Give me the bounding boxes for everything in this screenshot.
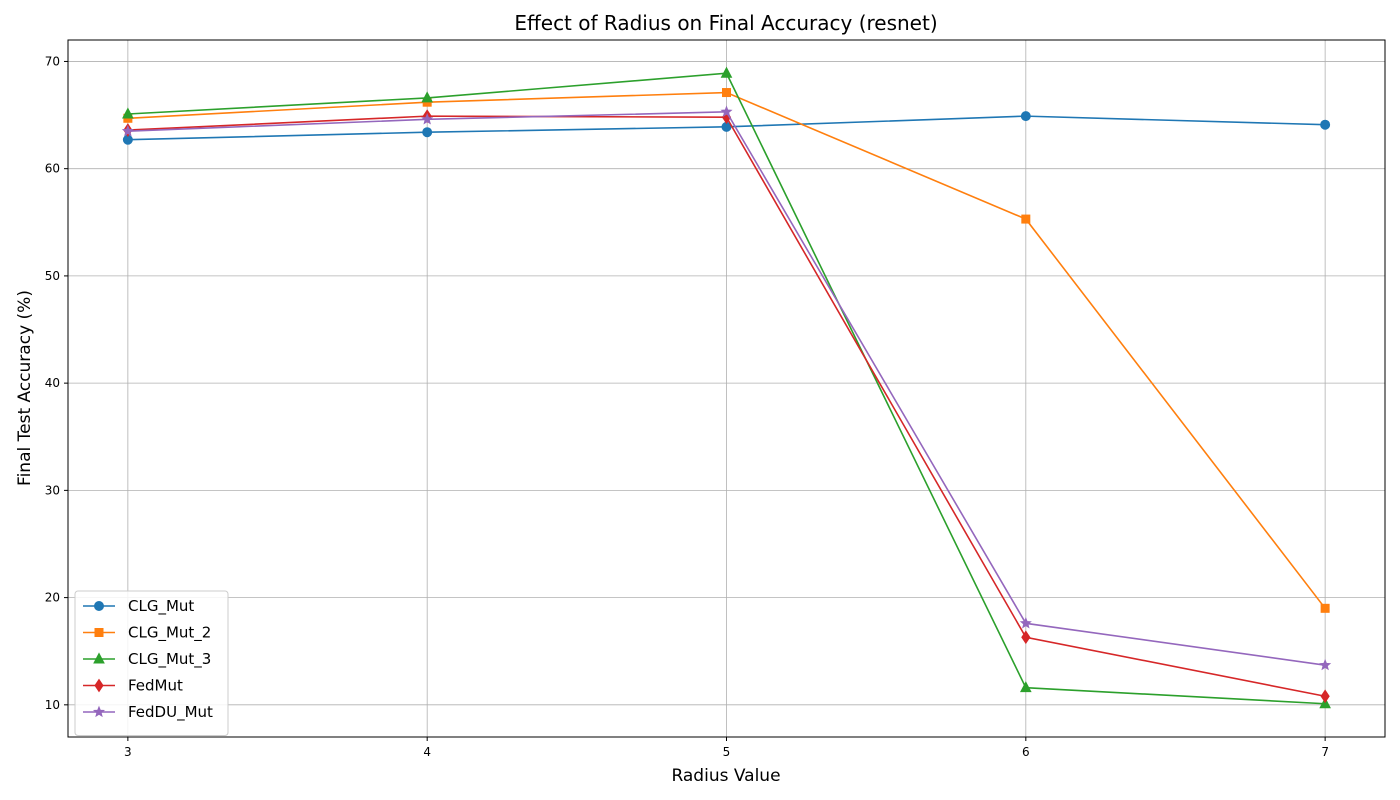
data-point xyxy=(1019,616,1032,629)
y-tick-label: 10 xyxy=(45,698,60,712)
legend-marker xyxy=(94,601,104,611)
legend-label: CLG_Mut_3 xyxy=(128,650,211,669)
legend-marker xyxy=(94,678,104,693)
y-tick-label: 70 xyxy=(45,54,60,68)
chart-title: Effect of Radius on Final Accuracy (resn… xyxy=(514,11,937,35)
series-clg-mut-3 xyxy=(122,66,1331,709)
data-point xyxy=(1021,630,1031,645)
legend-marker xyxy=(94,628,104,637)
x-axis-label: Radius Value xyxy=(671,766,780,786)
legend-box xyxy=(74,590,229,736)
data-point xyxy=(422,127,433,138)
data-point xyxy=(1020,111,1031,122)
grid xyxy=(68,40,1385,737)
y-axis-label: Final Test Accuracy (%) xyxy=(15,290,35,486)
data-point xyxy=(1320,689,1330,704)
y-tick-label: 60 xyxy=(45,162,60,176)
data-point xyxy=(421,91,434,103)
data-point xyxy=(1319,658,1332,671)
y-tick-label: 30 xyxy=(45,483,60,497)
y-tick-label: 50 xyxy=(45,269,60,283)
legend-label: CLG_Mut xyxy=(128,597,194,616)
data-point xyxy=(121,124,134,137)
series-feddu-mut xyxy=(121,105,1332,671)
y-tick-label: 40 xyxy=(45,376,60,390)
x-tick-label: 6 xyxy=(1022,745,1030,759)
data-point xyxy=(122,107,134,119)
x-tick-label: 4 xyxy=(423,745,431,759)
data-point xyxy=(1021,214,1031,224)
legend-label: FedDU_Mut xyxy=(128,703,213,722)
legend: CLG_Mut CLG_Mut_2 CLG_Mut_3 FedMut FedDU_Mut xyxy=(74,590,229,736)
data-point xyxy=(1019,681,1032,693)
y-tick-label: 20 xyxy=(45,591,60,605)
ticks: 3 4 5 6 7 10 20 30 40 50 60 70 xyxy=(45,54,1329,759)
x-tick-label: 3 xyxy=(124,745,132,759)
series-layer xyxy=(121,66,1332,709)
legend-label: CLG_Mut_2 xyxy=(128,624,211,643)
data-point xyxy=(720,66,733,78)
legend-marker xyxy=(92,705,106,718)
data-point xyxy=(421,113,434,125)
data-point xyxy=(722,88,731,98)
data-point xyxy=(1320,119,1331,130)
x-tick-label: 5 xyxy=(723,745,731,759)
data-point xyxy=(720,105,733,117)
series-clg-mut xyxy=(122,111,1331,145)
x-tick-label: 7 xyxy=(1321,745,1329,759)
data-point xyxy=(1320,603,1330,613)
legend-label: FedMut xyxy=(128,677,183,695)
legend-marker xyxy=(93,652,105,664)
